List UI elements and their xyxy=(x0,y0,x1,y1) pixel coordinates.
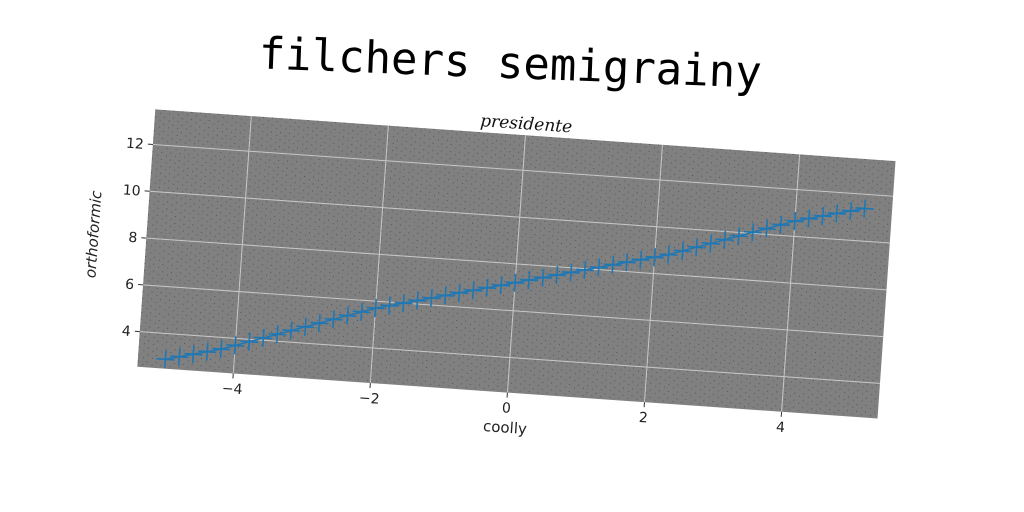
data-point-marker xyxy=(603,255,622,274)
data-point-marker xyxy=(380,296,399,315)
data-point-marker xyxy=(464,281,483,300)
data-point-marker xyxy=(855,199,874,218)
data-point-marker xyxy=(631,250,650,269)
y-tick-label: 8 xyxy=(128,230,138,247)
data-point-marker xyxy=(170,347,189,366)
y-tick-label: 12 xyxy=(125,136,144,153)
data-point-marker xyxy=(352,302,371,321)
data-point-marker xyxy=(687,238,706,257)
data-point-marker xyxy=(422,288,441,308)
data-point-marker xyxy=(310,314,329,333)
y-gridline xyxy=(143,284,884,338)
data-point-marker xyxy=(645,248,664,267)
data-point-marker xyxy=(547,265,566,285)
data-point-marker xyxy=(282,321,301,340)
data-point-marker xyxy=(827,204,846,223)
data-point-marker xyxy=(771,215,790,234)
data-point-marker xyxy=(394,294,413,313)
data-point-marker xyxy=(226,336,245,355)
chart-title: filchers semigrainy xyxy=(258,28,763,98)
data-point-marker xyxy=(813,206,832,226)
data-point-marker xyxy=(757,219,776,238)
data-point-marker xyxy=(478,278,497,297)
y-axis-label: orthoformic xyxy=(81,189,105,278)
y-gridline xyxy=(152,143,894,197)
x-tick-label: 0 xyxy=(501,400,511,417)
data-point-marker xyxy=(589,258,608,277)
axis-ticks: −4 −2 0 2 4 4 6 8 10 12 xyxy=(121,136,785,436)
data-point-marker xyxy=(324,310,343,329)
data-point-marker xyxy=(799,209,818,228)
data-point-marker xyxy=(561,263,580,282)
data-point-marker xyxy=(617,253,636,272)
data-point-marker xyxy=(701,234,720,253)
x-tick-label: 2 xyxy=(638,410,648,427)
data-point-marker xyxy=(450,283,469,302)
x-tick-label: 4 xyxy=(775,419,785,436)
data-point-marker xyxy=(519,271,539,290)
data-point-marker xyxy=(184,345,203,364)
data-point-marker xyxy=(212,340,231,359)
y-tick-label: 4 xyxy=(121,323,131,340)
data-point-marker xyxy=(492,276,511,295)
y-gridline xyxy=(146,237,887,291)
series-markers xyxy=(156,199,874,369)
data-point-marker xyxy=(729,226,748,246)
data-point-marker xyxy=(785,212,804,231)
data-point-marker xyxy=(408,291,427,310)
data-point-marker xyxy=(436,286,455,305)
data-point-marker xyxy=(743,223,762,242)
data-point-marker xyxy=(534,268,553,287)
data-point-marker xyxy=(506,273,525,292)
data-point-marker xyxy=(338,306,357,325)
data-point-marker xyxy=(240,332,259,351)
data-point-marker xyxy=(673,241,692,260)
data-point-marker xyxy=(156,350,175,369)
y-tick-label: 6 xyxy=(125,277,135,294)
data-point-marker xyxy=(366,299,385,318)
data-point-marker xyxy=(296,317,315,336)
data-point-marker xyxy=(841,201,860,220)
x-tick-label: −2 xyxy=(358,390,380,407)
y-tick-label: 10 xyxy=(122,182,141,199)
data-point-marker xyxy=(268,325,287,344)
data-point-marker xyxy=(254,328,273,348)
x-axis-label: coolly xyxy=(482,417,527,438)
data-point-marker xyxy=(198,342,217,361)
x-tick-label: −4 xyxy=(221,381,243,398)
data-point-marker xyxy=(575,260,594,279)
data-point-marker xyxy=(715,230,734,249)
data-point-marker xyxy=(659,245,678,264)
